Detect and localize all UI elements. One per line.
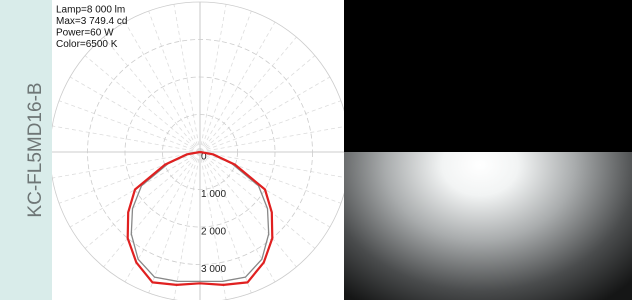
r-tick-label: 2 000 <box>201 227 226 238</box>
annotation: Power=60 W <box>56 28 114 39</box>
render-floor <box>344 152 632 300</box>
annotation: Color=6500 K <box>56 39 118 50</box>
angle-grid-line <box>200 152 348 178</box>
annotation: Max=3 749.4 cd <box>56 16 127 27</box>
chart: KC-FL5MD16-B 01 0002 0003 000Lamp=8 000 … <box>0 0 632 300</box>
r-tick-label: 3 000 <box>201 264 226 275</box>
angle-grid-line <box>52 152 200 178</box>
angle-grid-line <box>149 11 200 152</box>
angle-grid-line <box>200 4 226 152</box>
angle-grid-line <box>59 101 200 152</box>
side-label: KC-FL5MD16-B <box>25 82 46 217</box>
r-tick-label: 1 000 <box>201 189 226 200</box>
render-sky <box>344 0 632 152</box>
annotation: Lamp=8 000 lm <box>56 5 125 16</box>
